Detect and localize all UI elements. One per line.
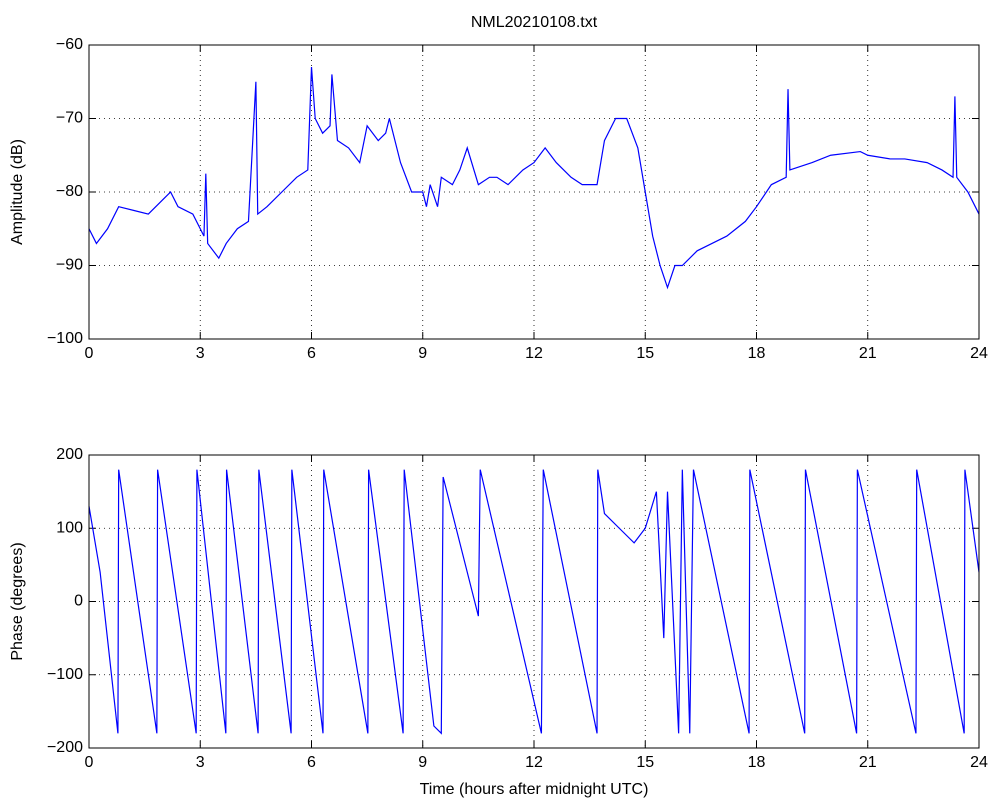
x-tick-label: 12 bbox=[525, 754, 543, 771]
x-tick-label: 21 bbox=[859, 345, 877, 362]
axes-frame bbox=[88, 44, 980, 340]
x-tick-label: 24 bbox=[970, 754, 988, 771]
y-tick-label: −70 bbox=[56, 110, 83, 127]
x-tick-label: 24 bbox=[970, 345, 988, 362]
y-tick-label: 0 bbox=[74, 593, 83, 610]
x-tick-label: 12 bbox=[525, 345, 543, 362]
x-tick-label: 9 bbox=[418, 754, 427, 771]
x-tick-label: 6 bbox=[307, 345, 316, 362]
x-tick-label: 18 bbox=[748, 754, 766, 771]
x-tick-label: 0 bbox=[85, 754, 94, 771]
x-tick-label: 3 bbox=[196, 754, 205, 771]
x-tick-label: 3 bbox=[196, 345, 205, 362]
axes-frame bbox=[88, 454, 980, 749]
y-axis-label: Amplitude (dB) bbox=[9, 139, 26, 245]
y-tick-label: −60 bbox=[56, 36, 83, 53]
x-tick-label: 15 bbox=[636, 754, 654, 771]
x-axis-label: Time (hours after midnight UTC) bbox=[420, 781, 649, 798]
x-tick-label: 18 bbox=[748, 345, 766, 362]
y-axis-label: Phase (degrees) bbox=[9, 542, 26, 660]
y-tick-label: 200 bbox=[56, 446, 83, 463]
data-line bbox=[88, 67, 980, 290]
y-tick-label: −100 bbox=[47, 330, 83, 347]
y-tick-label: −100 bbox=[47, 666, 83, 683]
chart-title: NML20210108.txt bbox=[471, 14, 598, 31]
x-tick-label: 6 bbox=[307, 754, 316, 771]
data-line bbox=[88, 469, 980, 735]
x-tick-label: 0 bbox=[85, 345, 94, 362]
y-tick-label: −200 bbox=[47, 739, 83, 756]
y-tick-label: −90 bbox=[56, 257, 83, 274]
x-tick-label: 21 bbox=[859, 754, 877, 771]
y-tick-label: −80 bbox=[56, 183, 83, 200]
x-tick-label: 9 bbox=[418, 345, 427, 362]
y-tick-label: 100 bbox=[56, 519, 83, 536]
x-tick-label: 15 bbox=[636, 345, 654, 362]
